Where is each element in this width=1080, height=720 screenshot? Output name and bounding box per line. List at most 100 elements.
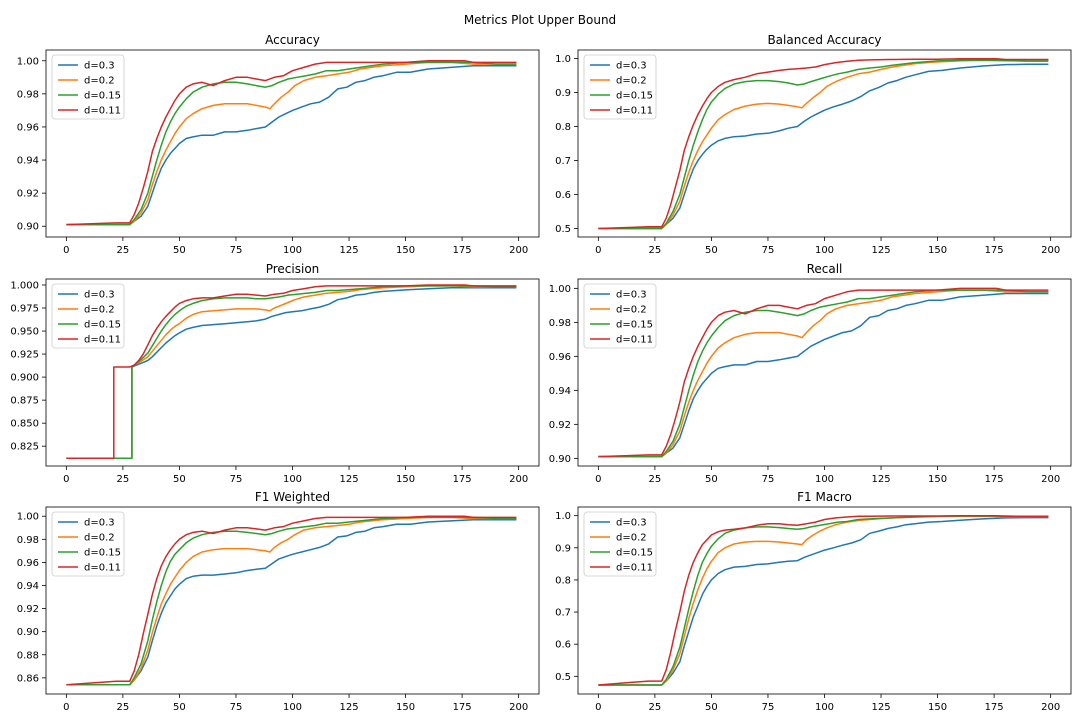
x-tick-label: 125: [339, 474, 358, 485]
legend-label: d=0.15: [616, 548, 653, 559]
x-tick-label: 100: [815, 245, 834, 256]
y-tick-label: 0.9: [555, 543, 571, 554]
series-line-d=0.11: [598, 514, 1049, 686]
legend-box: [583, 511, 657, 577]
subplot-4: Recall 0 25 50 75 100 125 150 175 200 0.90 0.92 0.94…: [549, 262, 1072, 485]
x-tick-label: 150: [396, 702, 415, 713]
x-tick-label: 0: [595, 702, 601, 713]
y-tick-label: 0.96: [549, 352, 571, 363]
legend-label: d=0.15: [616, 91, 653, 102]
x-tick-label: 150: [928, 702, 947, 713]
y-tick-label: 1.0: [555, 54, 571, 65]
x-tick-label: 100: [283, 474, 302, 485]
x-tick-label: 175: [985, 702, 1004, 713]
series-line-d=0.3: [66, 518, 517, 686]
x-tick-label: 0: [63, 474, 69, 485]
subplot-6: F1 Macro 0 25 50 75 100 125 150 175 200 0.5 0.6 0.7 0…: [555, 490, 1072, 713]
legend-label: d=0.3: [84, 290, 115, 301]
x-tick-label: 50: [705, 474, 718, 485]
x-tick-label: 50: [705, 702, 718, 713]
y-tick-label: 0.88: [17, 650, 39, 661]
x-tick-label: 100: [283, 245, 302, 256]
legend-label: d=0.2: [616, 76, 647, 87]
series-line-d=0.2: [598, 289, 1049, 458]
legend-label: d=0.3: [616, 61, 647, 72]
x-tick-label: 0: [595, 474, 601, 485]
y-tick-label: 1.0: [555, 511, 571, 522]
legend-label: d=0.11: [616, 563, 653, 574]
y-tick-label: 0.5: [555, 224, 571, 235]
legend-label: d=0.15: [84, 91, 121, 102]
series-line-d=0.2: [598, 515, 1049, 686]
legend-label: d=0.2: [84, 533, 115, 544]
x-tick-label: 200: [1041, 245, 1060, 256]
subplot-5: F1 Weighted 0 25 50 75 100 125 150 175 200 0.86 0.8…: [17, 490, 540, 713]
x-tick-label: 200: [1041, 702, 1060, 713]
legend-label: d=0.11: [616, 106, 653, 117]
x-tick-label: 150: [928, 474, 947, 485]
x-tick-label: 50: [173, 245, 186, 256]
x-tick-label: 175: [985, 474, 1004, 485]
x-tick-label: 75: [762, 702, 775, 713]
x-tick-label: 125: [871, 474, 890, 485]
x-tick-label: 75: [230, 245, 243, 256]
x-tick-label: 125: [339, 702, 358, 713]
x-tick-label: 125: [339, 245, 358, 256]
x-tick-label: 150: [928, 245, 947, 256]
y-tick-label: 0.94: [17, 156, 39, 167]
x-tick-label: 75: [762, 474, 775, 485]
legend-label: d=0.2: [616, 305, 647, 316]
x-tick-label: 25: [649, 474, 662, 485]
axes-frame: [577, 49, 1072, 238]
x-tick-label: 0: [63, 245, 69, 256]
subplot-2: Balanced Accuracy 0 25 50 75 100 125 150 175 200 0…: [555, 33, 1072, 256]
axes-frame: [577, 506, 1072, 695]
y-tick-label: 0.92: [17, 189, 39, 200]
x-tick-label: 75: [230, 474, 243, 485]
legend-box: [51, 283, 125, 349]
x-tick-label: 50: [705, 245, 718, 256]
x-tick-label: 100: [815, 702, 834, 713]
x-tick-label: 125: [871, 245, 890, 256]
x-tick-label: 200: [509, 702, 528, 713]
legend: d=0.3 d=0.2 d=0.15 d=0.11: [583, 54, 657, 120]
series-line-d=0.3: [598, 516, 1049, 686]
x-tick-label: 25: [649, 702, 662, 713]
legend-label: d=0.2: [616, 533, 647, 544]
legend-label: d=0.3: [84, 518, 115, 529]
y-tick-label: 0.92: [17, 604, 39, 615]
legend-label: d=0.11: [616, 335, 653, 346]
x-tick-label: 175: [453, 245, 472, 256]
legend-label: d=0.15: [84, 320, 121, 331]
legend: d=0.3 d=0.2 d=0.15 d=0.11: [583, 283, 657, 349]
x-tick-label: 175: [453, 702, 472, 713]
x-tick-label: 75: [230, 702, 243, 713]
subplot-title: Accuracy: [265, 33, 320, 47]
series-line-d=0.11: [66, 515, 517, 686]
series-line-d=0.15: [66, 516, 517, 686]
y-tick-label: 0.6: [555, 640, 571, 651]
legend-box: [583, 54, 657, 120]
y-tick-label: 0.8: [555, 575, 571, 586]
y-tick-label: 0.950: [10, 327, 39, 338]
series-line-d=0.15: [598, 515, 1049, 686]
y-tick-label: 0.825: [10, 442, 39, 453]
y-tick-label: 0.98: [17, 535, 39, 546]
legend: d=0.3 d=0.2 d=0.15 d=0.11: [51, 511, 125, 577]
x-tick-label: 75: [762, 245, 775, 256]
y-tick-label: 0.975: [10, 304, 39, 315]
legend-label: d=0.15: [616, 320, 653, 331]
legend-label: d=0.15: [84, 548, 121, 559]
y-tick-label: 0.9: [555, 88, 571, 99]
legend-box: [51, 511, 125, 577]
y-tick-label: 0.96: [17, 122, 39, 133]
series-line-d=0.3: [66, 64, 517, 226]
subplot-title: Recall: [807, 262, 843, 276]
legend-label: d=0.3: [84, 61, 115, 72]
y-tick-label: 0.90: [17, 222, 39, 233]
y-tick-label: 0.925: [10, 350, 39, 361]
y-tick-label: 0.6: [555, 190, 571, 201]
legend-label: d=0.3: [616, 518, 647, 529]
x-tick-label: 100: [283, 702, 302, 713]
legend-box: [51, 54, 125, 120]
